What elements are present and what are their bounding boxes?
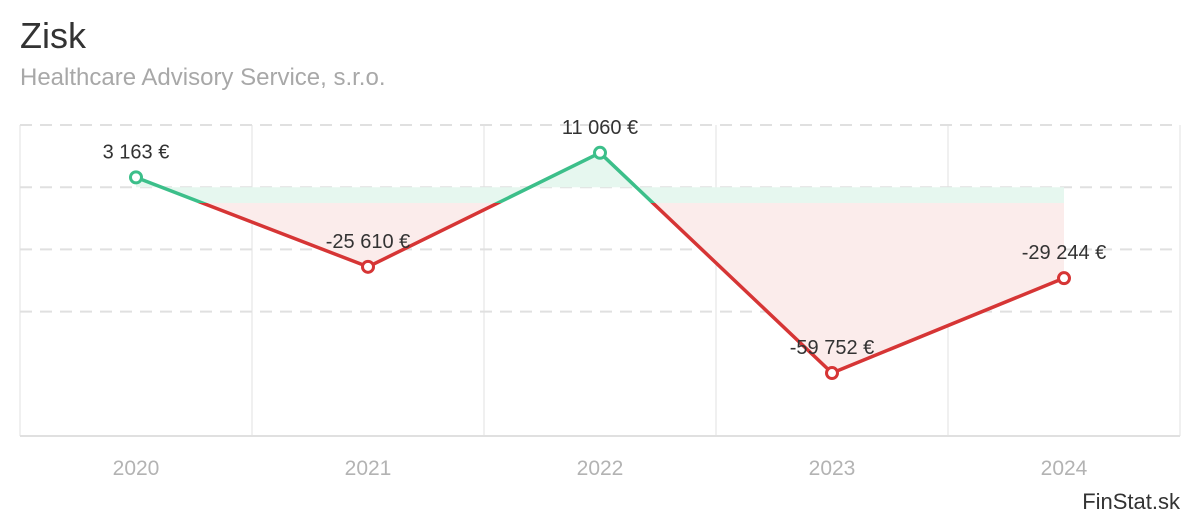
chart-subtitle: Healthcare Advisory Service, s.r.o. [20,64,386,91]
x-tick-label: 2022 [577,457,624,480]
data-label-2022: 11 060 € [562,117,638,139]
data-point-2022[interactable] [593,145,607,160]
data-point-2023[interactable] [825,366,839,381]
data-label-2020: 3 163 € [103,141,170,163]
negative-line-segment [197,203,1065,375]
x-tick-label: 2021 [345,457,392,480]
data-points [129,145,1071,381]
x-tick-label: 2023 [809,457,856,480]
x-axis-ticks: 2020 2021 2022 2023 2024 [113,457,1088,480]
x-tick-label: 2020 [113,457,160,480]
x-tick-label: 2024 [1041,457,1088,480]
negative-area [202,203,1064,373]
positive-area [136,152,1064,203]
chart-title: Zisk [20,15,86,56]
data-label-2024: -29 244 € [1022,242,1107,264]
data-point-2021[interactable] [361,259,375,274]
area-fill [136,152,1064,373]
data-point-2024[interactable] [1057,271,1071,286]
data-label-2023: -59 752 € [790,337,875,359]
data-label-2021: -25 610 € [326,231,411,253]
credit-label[interactable]: FinStat.sk [1082,489,1180,514]
data-point-2020[interactable] [129,170,143,185]
data-labels: 3 163 € -25 610 € 11 060 € -59 752 € -29 244… [103,117,1107,359]
